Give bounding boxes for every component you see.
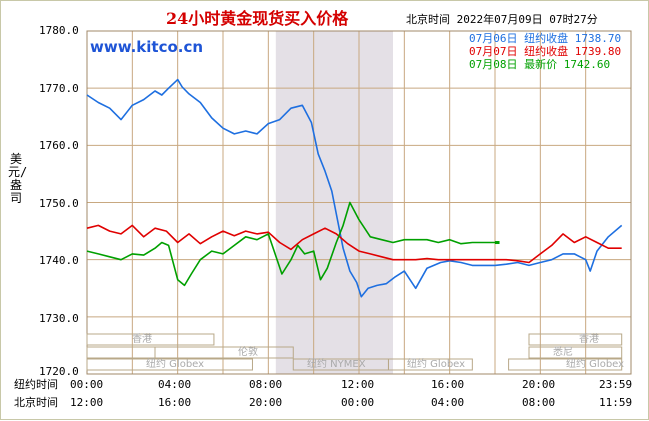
legend-item-0707: 07月07日 纽约收盘 1739.80 [469, 45, 622, 58]
x-tick-label: 12:00 [341, 378, 375, 391]
session-bar [387, 358, 473, 371]
x-tick-label: 04:00 [431, 396, 465, 409]
session-label: 香港 [132, 334, 152, 345]
x-tick-label: 16:00 [431, 378, 465, 391]
series-line-07月07日 [86, 224, 622, 264]
session-bars [86, 333, 623, 371]
x-tick-label: 20:00 [249, 396, 283, 409]
chart-title: 24小时黄金现货买入价格 [166, 9, 349, 28]
x-tick-label: 11:59 [599, 396, 633, 409]
session-label: 伦敦 [238, 347, 258, 358]
y-tick-label: 1740.0 [39, 254, 79, 267]
series-line-07月08日 [86, 201, 495, 287]
x-tick-label: 12:00 [70, 396, 104, 409]
x-tick-label: 04:00 [158, 378, 192, 391]
price-lines [86, 78, 623, 298]
session-bar [86, 346, 156, 359]
y-tick-label: 1780.0 [39, 24, 79, 37]
session-label: 纽约 Globex [146, 359, 205, 370]
legend-item-0708: 07月08日 最新价 1742.60 [469, 58, 611, 71]
x-row-label: 纽约时间 [14, 378, 58, 391]
series-line-07月06日 [86, 78, 623, 298]
y-axis-label: 美元/盎司 [8, 152, 28, 205]
chart-grid [86, 30, 632, 375]
session-bar [86, 358, 253, 371]
x-tick-label: 00:00 [70, 378, 104, 391]
x-row-label: 北京时间 [14, 396, 58, 409]
y-tick-label: 1720.0 [39, 365, 79, 378]
session-label: 纽约 Globex [566, 359, 625, 370]
session-bar [528, 346, 623, 359]
y-tick-label: 1770.0 [39, 82, 79, 95]
y-tick-label: 1760.0 [39, 139, 79, 152]
session-label: 悉尼 [553, 347, 573, 358]
session-label: 纽约 Globex [407, 359, 466, 370]
legend-item-0706: 07月06日 纽约收盘 1738.70 [469, 32, 622, 45]
y-tick-label: 1730.0 [39, 312, 79, 325]
kitco-brand-link[interactable]: www.kitco.cn [90, 38, 204, 56]
x-tick-label: 08:00 [522, 396, 556, 409]
x-tick-label: 00:00 [341, 396, 375, 409]
y-tick-label: 1750.0 [39, 197, 79, 210]
beijing-timestamp: 北京时间 2022年07月09日 07时27分 [406, 13, 598, 26]
session-bar [154, 346, 294, 359]
x-tick-label: 23:59 [599, 378, 633, 391]
x-tick-label: 16:00 [158, 396, 192, 409]
x-tick-label: 20:00 [522, 378, 556, 391]
plot-frame [86, 30, 632, 375]
session-bar [508, 358, 623, 371]
x-tick-label: 08:00 [249, 378, 283, 391]
session-label: 香港 [579, 334, 599, 345]
session-label: 纽约 NYMEX [307, 359, 366, 370]
session-bar [86, 333, 215, 346]
session-bar [528, 333, 623, 346]
